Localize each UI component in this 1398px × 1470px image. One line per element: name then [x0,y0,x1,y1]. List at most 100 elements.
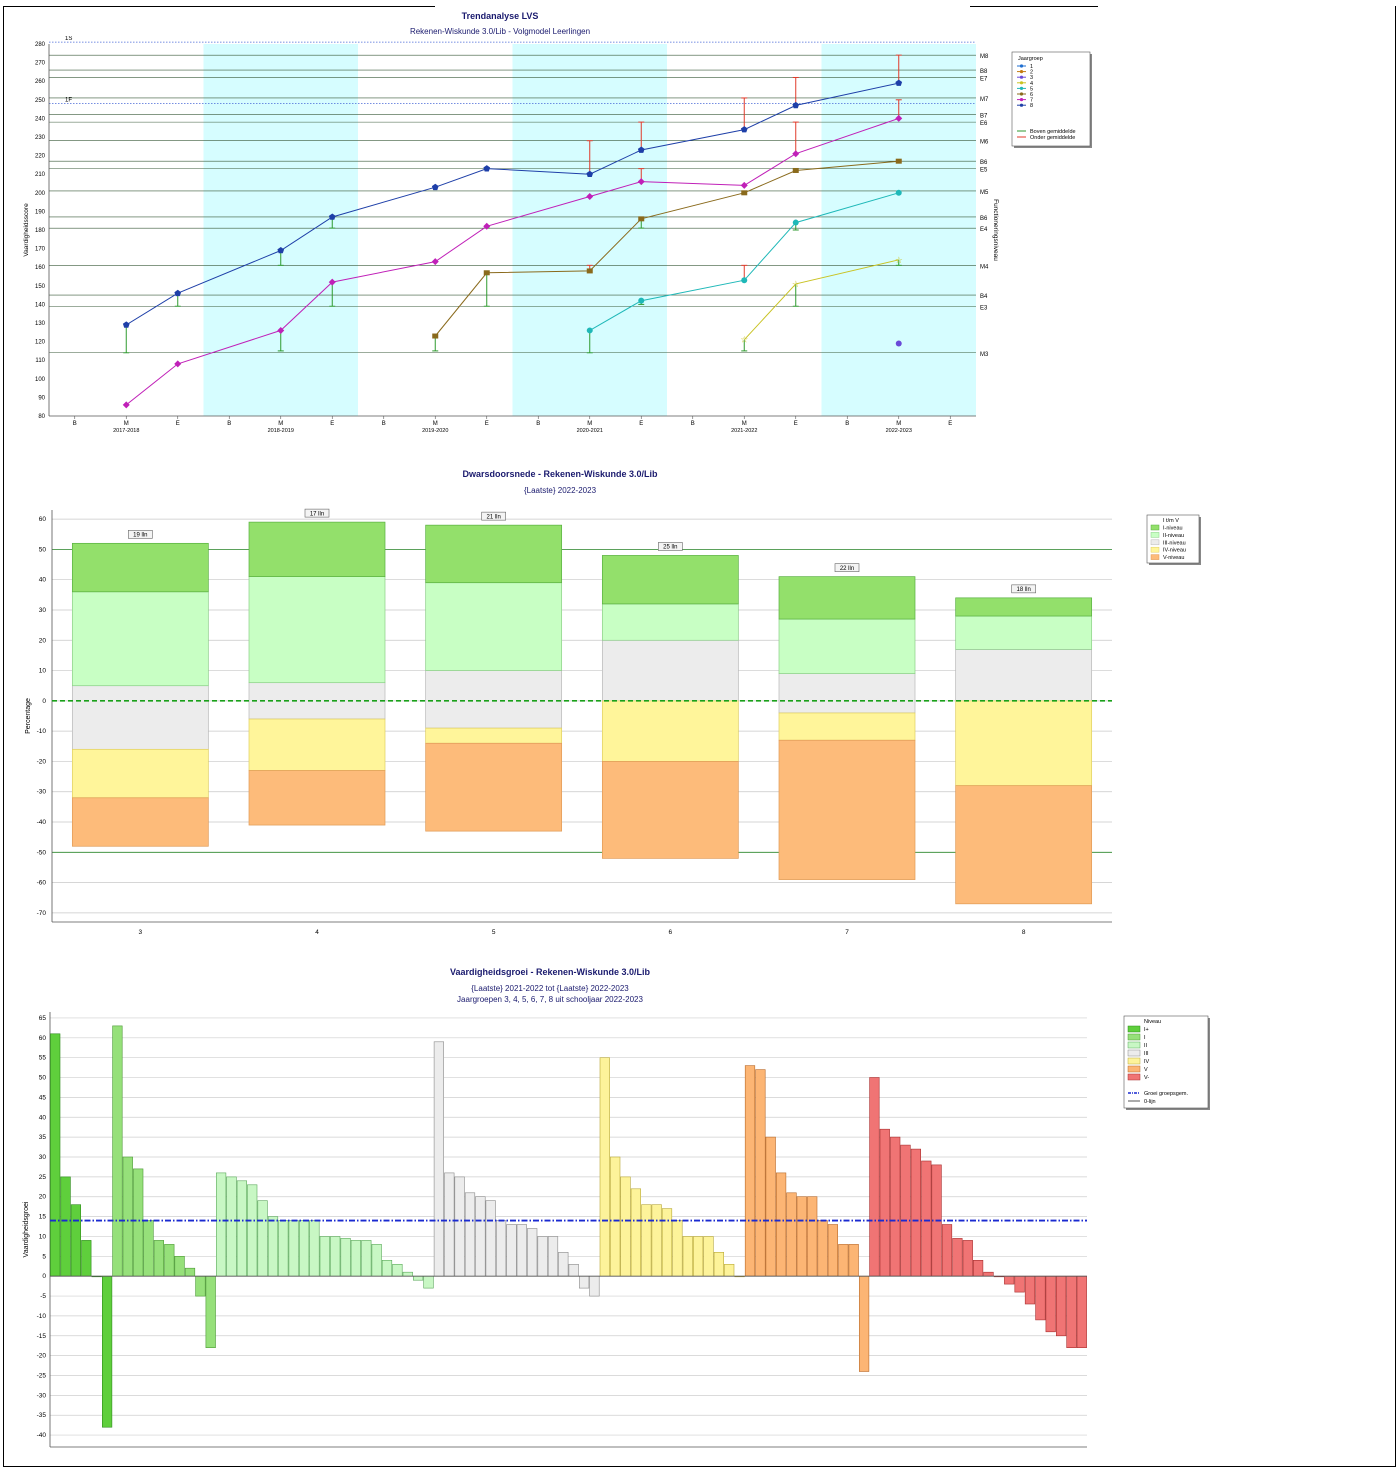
legend-swatch [1150,554,1160,560]
growth-bar [516,1224,527,1277]
ref-line-label: B8 [980,69,988,75]
data-point [174,289,182,297]
growth-bar [153,1240,165,1277]
y-tick-label: -30 [37,1392,47,1399]
growth-bar [890,1136,901,1277]
growth-bar [226,1176,237,1277]
data-point [277,247,285,254]
growth-bar [900,1144,911,1277]
growth-bar [381,1260,393,1277]
bar-segment [601,555,739,605]
y-tick-label: -70 [37,910,47,917]
legend-swatch [1150,532,1160,538]
growth-bar [1024,1275,1036,1305]
ref-line-label: B6 [980,160,988,166]
x-tick-label: 5 [492,929,496,936]
y-tick-label: 200 [35,191,46,197]
growth-bar [703,1236,714,1277]
x-tick-label: B [73,421,77,427]
bar-segment [601,761,739,859]
y-tick-label: 280 [35,42,46,48]
growth-bar [952,1238,963,1277]
bar-segment [248,770,386,826]
data-point [895,114,903,122]
legend-label: V- [1144,1075,1149,1081]
growth-bar [267,1216,279,1277]
school-year-label: 2020-2021 [577,428,603,434]
growth-bar [1045,1275,1056,1333]
bar-segment [71,591,209,687]
bar-segment [71,797,209,847]
legend-marker [1019,70,1024,74]
y-tick-label: 120 [35,340,46,346]
growth-bar [537,1236,548,1277]
bar-segment [601,639,739,702]
growth-bar [724,1263,735,1277]
growth-bar [941,1224,953,1277]
y-tick-label: 210 [35,172,46,178]
legend-label: 6 [1030,92,1033,98]
growth-bar [371,1244,382,1277]
legend-label: I-niveau [1163,526,1183,532]
data-point [792,167,799,173]
y-tick-label: 15 [39,1214,47,1221]
legend-swatch [1127,1065,1141,1073]
bar-segment [955,649,1093,702]
ref-dotted-label: 1F [65,98,72,104]
shaded-year [203,44,358,416]
legend-marker [1019,92,1024,96]
x-tick-label: E [794,421,798,427]
y-tick-label: 45 [39,1094,47,1101]
growth-bar [589,1275,600,1297]
growth-bar [910,1148,921,1277]
legend-label: I [1144,1035,1146,1041]
bar-segment [955,615,1093,650]
y-tick-label: 0 [42,698,46,705]
growth-bar [858,1275,870,1372]
growth-bar [1004,1275,1015,1285]
top-border-right [970,6,1098,7]
y-tick-label: 240 [35,116,46,122]
growth-bar [672,1220,683,1277]
growth-bar [288,1220,299,1277]
x-tick-label: B [536,421,540,427]
x-tick-label: 8 [1022,929,1026,936]
growth-bar [558,1252,569,1277]
x-tick-label: 4 [315,929,319,936]
growth-bar [174,1256,185,1277]
legend-label: IV-niveau [1163,548,1186,554]
x-tick-label: M [742,421,747,427]
growth-bar [775,1172,787,1277]
growth-bar [983,1271,994,1277]
count-label: 22 lln [840,566,854,572]
growth-bar [547,1236,559,1277]
growth-bar [578,1275,590,1289]
legend-label: 3 [1030,75,1033,81]
growth-bar [921,1160,932,1277]
data-point [586,327,593,334]
y-tick-label: -20 [37,1353,47,1360]
y-axis-title: Vaardigheidsgroei [23,1201,30,1257]
ref-line-label: M5 [980,190,989,196]
ref-line-label: M8 [980,54,989,60]
legend-swatch [1127,1033,1141,1041]
y-tick-label: -40 [37,819,47,826]
growth-bar [651,1204,662,1277]
growth-bar [682,1236,693,1277]
count-label-box [658,542,683,551]
y-tick-label: -20 [37,758,47,765]
data-point [483,222,491,230]
y-tick-label: -10 [37,1313,47,1320]
count-label-box [304,508,330,518]
x-tick-label: M [433,421,438,427]
y-tick-label: -60 [37,880,47,887]
legend-label: I+ [1144,1027,1149,1033]
legend-marker [1019,64,1024,68]
legend-swatch [1150,524,1160,531]
data-point [483,270,490,276]
bar-segment [425,582,563,671]
growth-bar [807,1196,818,1277]
data-point [586,170,594,177]
data-point [792,150,800,158]
growth-bar [216,1172,227,1277]
